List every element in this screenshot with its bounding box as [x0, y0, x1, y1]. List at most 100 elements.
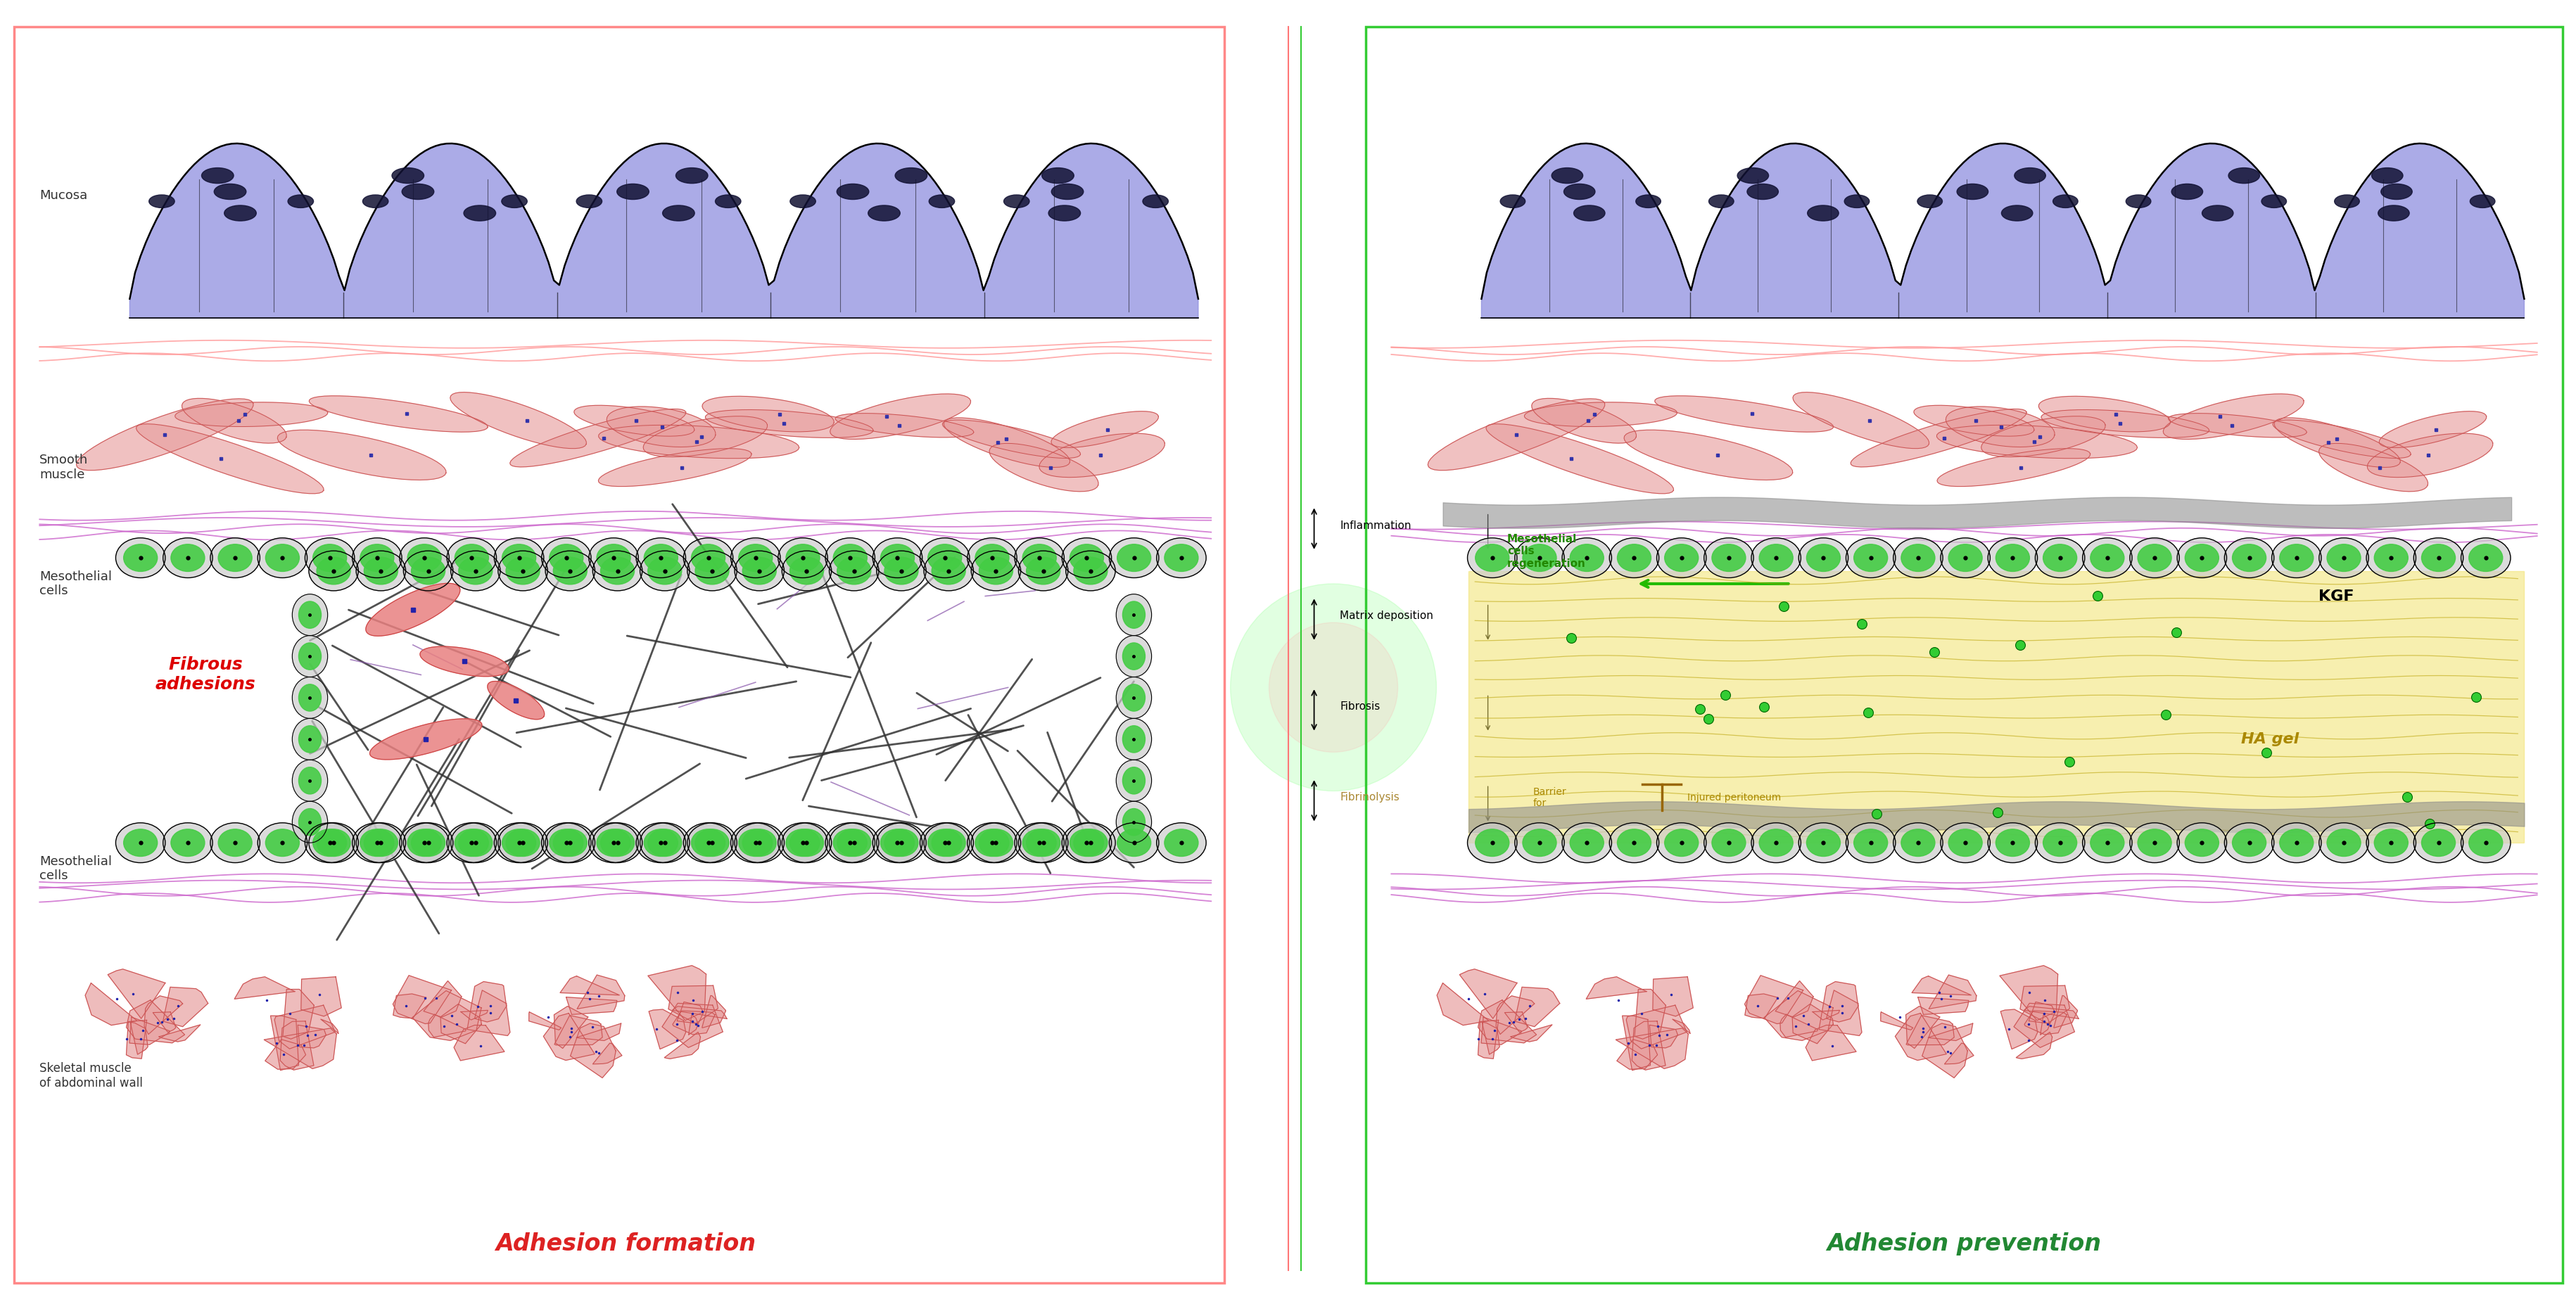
Polygon shape [129, 144, 1198, 318]
Ellipse shape [1115, 636, 1151, 677]
Ellipse shape [2414, 538, 2463, 577]
Ellipse shape [1564, 184, 1595, 200]
Ellipse shape [966, 822, 1018, 863]
Polygon shape [278, 429, 446, 480]
Ellipse shape [734, 822, 783, 863]
Ellipse shape [2460, 822, 2509, 863]
Ellipse shape [299, 726, 322, 752]
Ellipse shape [1618, 545, 1651, 572]
Ellipse shape [214, 184, 247, 200]
Ellipse shape [170, 829, 204, 856]
Ellipse shape [1664, 545, 1698, 572]
Ellipse shape [590, 538, 639, 577]
Polygon shape [160, 1025, 201, 1041]
Ellipse shape [1747, 184, 1777, 200]
Ellipse shape [1066, 822, 1115, 863]
Ellipse shape [884, 558, 917, 585]
Ellipse shape [2002, 205, 2032, 220]
Ellipse shape [1025, 558, 1059, 585]
Ellipse shape [1917, 195, 1942, 208]
Ellipse shape [1710, 829, 1744, 856]
Ellipse shape [2365, 822, 2416, 863]
Polygon shape [461, 1010, 487, 1019]
Polygon shape [559, 977, 618, 995]
Polygon shape [129, 1017, 170, 1044]
Polygon shape [1615, 1029, 1687, 1069]
Polygon shape [2378, 411, 2486, 447]
Text: KGF: KGF [2318, 590, 2352, 603]
Ellipse shape [696, 558, 729, 585]
Polygon shape [2038, 396, 2169, 432]
Ellipse shape [1852, 829, 1888, 856]
Text: Matrix deposition: Matrix deposition [1340, 611, 1432, 621]
Ellipse shape [2334, 195, 2360, 208]
Ellipse shape [407, 829, 440, 856]
Ellipse shape [598, 829, 631, 856]
Polygon shape [1826, 990, 1857, 1022]
Polygon shape [428, 1014, 466, 1038]
Polygon shape [1479, 1021, 1499, 1058]
Ellipse shape [1515, 822, 1564, 863]
Polygon shape [1427, 398, 1605, 471]
Polygon shape [1765, 991, 1832, 1040]
Ellipse shape [734, 551, 783, 590]
Polygon shape [420, 646, 507, 677]
Polygon shape [1530, 398, 1636, 444]
Ellipse shape [412, 829, 446, 856]
Polygon shape [1038, 433, 1164, 477]
Ellipse shape [1656, 822, 1705, 863]
Ellipse shape [2223, 538, 2275, 577]
Ellipse shape [791, 195, 817, 208]
Ellipse shape [716, 195, 742, 208]
Ellipse shape [361, 545, 394, 572]
Ellipse shape [2280, 545, 2313, 572]
Ellipse shape [502, 545, 536, 572]
Ellipse shape [170, 545, 204, 572]
Polygon shape [706, 410, 873, 437]
Ellipse shape [837, 558, 871, 585]
Ellipse shape [124, 545, 157, 572]
Ellipse shape [116, 538, 165, 577]
Ellipse shape [884, 829, 917, 856]
Polygon shape [1929, 975, 1976, 1009]
Ellipse shape [291, 636, 327, 677]
Ellipse shape [355, 822, 404, 863]
Polygon shape [283, 990, 314, 1039]
Ellipse shape [647, 829, 683, 856]
Ellipse shape [1066, 551, 1115, 590]
Ellipse shape [1574, 205, 1605, 220]
Polygon shape [276, 1005, 335, 1049]
Ellipse shape [837, 184, 868, 200]
Polygon shape [605, 406, 716, 447]
Ellipse shape [2184, 829, 2218, 856]
Ellipse shape [1115, 802, 1151, 843]
Ellipse shape [1844, 538, 1896, 577]
Polygon shape [1896, 1013, 1945, 1061]
Ellipse shape [495, 822, 544, 863]
Polygon shape [2272, 420, 2411, 458]
Polygon shape [544, 1013, 595, 1061]
Ellipse shape [2370, 167, 2403, 183]
Ellipse shape [1893, 538, 1942, 577]
Ellipse shape [1061, 822, 1110, 863]
Ellipse shape [1798, 822, 1847, 863]
Polygon shape [829, 394, 971, 440]
Ellipse shape [355, 551, 404, 590]
Ellipse shape [505, 829, 538, 856]
Ellipse shape [742, 558, 775, 585]
Ellipse shape [1123, 643, 1144, 669]
Ellipse shape [1710, 545, 1744, 572]
Ellipse shape [554, 558, 587, 585]
Polygon shape [1623, 429, 1793, 480]
Ellipse shape [876, 551, 925, 590]
Ellipse shape [299, 767, 322, 794]
Ellipse shape [639, 822, 690, 863]
Ellipse shape [265, 829, 299, 856]
Ellipse shape [739, 829, 773, 856]
Text: Adhesion prevention: Adhesion prevention [1826, 1232, 2102, 1255]
Ellipse shape [1015, 538, 1064, 577]
Polygon shape [137, 424, 325, 494]
Polygon shape [2027, 1001, 2056, 1023]
Ellipse shape [791, 558, 824, 585]
Ellipse shape [1018, 822, 1069, 863]
